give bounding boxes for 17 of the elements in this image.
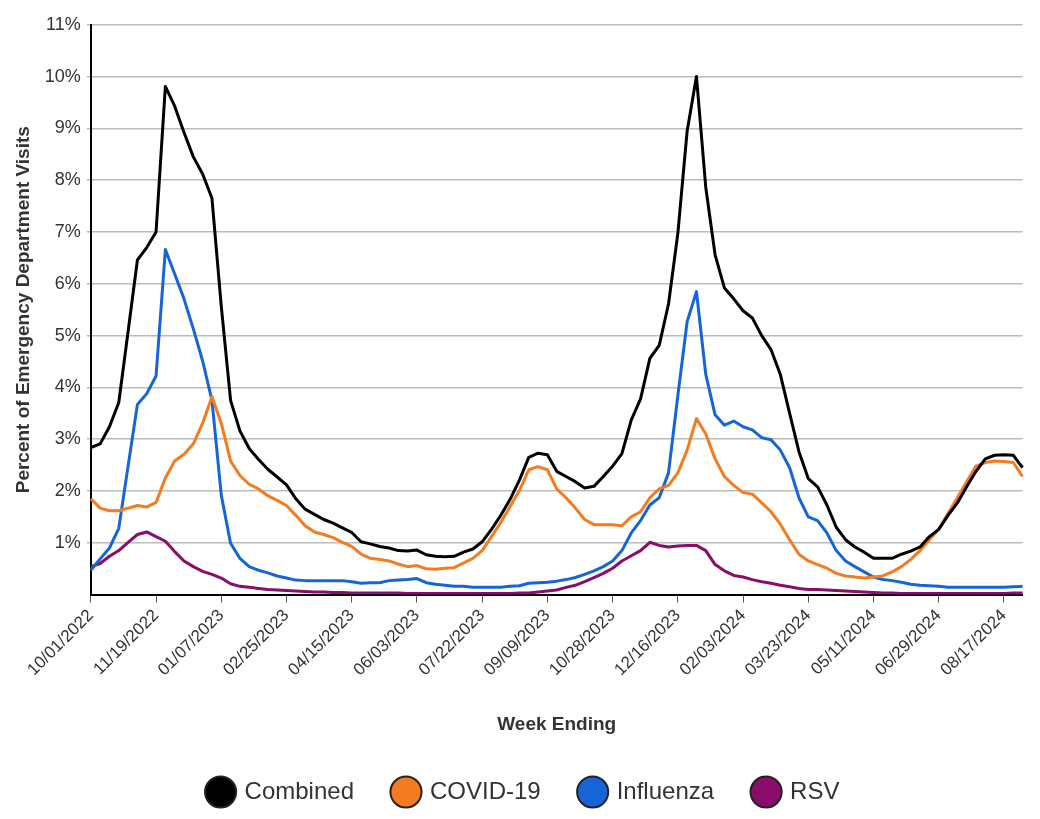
- y-axis-title: Percent of Emergency Department Visits: [11, 126, 33, 494]
- legend-label: Combined: [244, 776, 354, 804]
- y-tick-label: 8%: [54, 169, 81, 190]
- y-tick-label: 1%: [54, 531, 81, 552]
- y-tick-label: 5%: [54, 324, 81, 345]
- y-tick-label: 4%: [54, 376, 81, 397]
- y-tick-label: 11%: [46, 13, 81, 34]
- y-tick-label: 10%: [44, 65, 81, 86]
- y-tick-label: 3%: [54, 428, 81, 449]
- y-tick-label: 7%: [54, 220, 81, 241]
- y-tick-label: 9%: [54, 117, 81, 138]
- x-axis-title: Week Ending: [497, 712, 617, 734]
- y-tick-label: 2%: [54, 479, 81, 500]
- legend-label: Influenza: [616, 776, 715, 804]
- legend-label: RSV: [790, 776, 840, 804]
- y-tick-label: 6%: [54, 272, 81, 293]
- legend-label: COVID-19: [429, 776, 541, 804]
